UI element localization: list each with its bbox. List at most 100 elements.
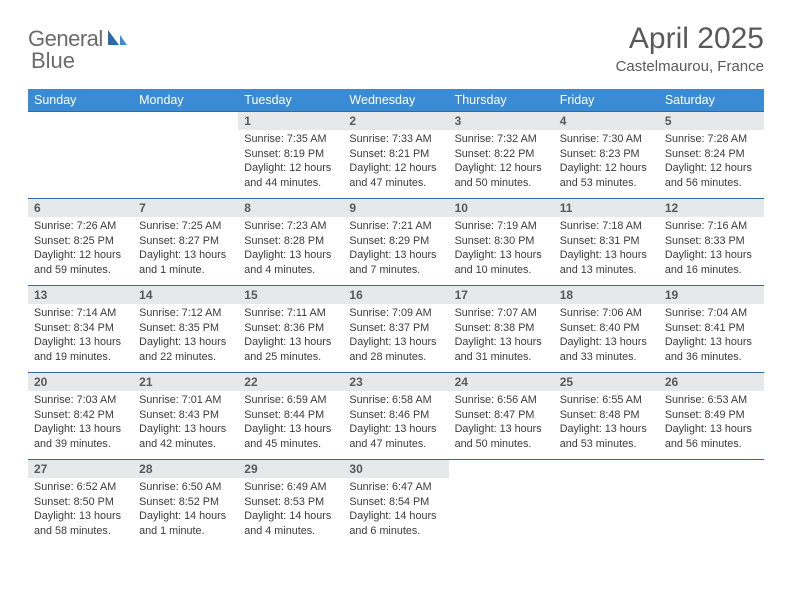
sunrise-line: Sunrise: 7:04 AM [665, 306, 758, 321]
sunrise-line: Sunrise: 7:18 AM [560, 219, 653, 234]
day-number: 4 [554, 112, 659, 130]
sunrise-line: Sunrise: 7:06 AM [560, 306, 653, 321]
day-details: Sunrise: 7:19 AMSunset: 8:30 PMDaylight:… [449, 217, 554, 281]
sunrise-line: Sunrise: 7:19 AM [455, 219, 548, 234]
calendar-week-row: 13Sunrise: 7:14 AMSunset: 8:34 PMDayligh… [28, 286, 764, 373]
location-label: Castelmaurou, France [616, 58, 764, 75]
calendar-page: General April 2025 Castelmaurou, France … [0, 0, 792, 557]
day-details: Sunrise: 6:58 AMSunset: 8:46 PMDaylight:… [343, 391, 448, 455]
day-details: Sunrise: 7:07 AMSunset: 8:38 PMDaylight:… [449, 304, 554, 368]
day-number: 18 [554, 286, 659, 304]
day-details: Sunrise: 7:32 AMSunset: 8:22 PMDaylight:… [449, 130, 554, 194]
daylight-line: Daylight: 13 hours and 28 minutes. [349, 335, 442, 364]
day-number: 17 [449, 286, 554, 304]
daylight-line: Daylight: 13 hours and 1 minute. [139, 248, 232, 277]
sunrise-line: Sunrise: 7:01 AM [139, 393, 232, 408]
day-details: Sunrise: 7:16 AMSunset: 8:33 PMDaylight:… [659, 217, 764, 281]
sunrise-line: Sunrise: 6:53 AM [665, 393, 758, 408]
calendar-table: SundayMondayTuesdayWednesdayThursdayFrid… [28, 89, 764, 547]
day-details: Sunrise: 6:52 AMSunset: 8:50 PMDaylight:… [28, 478, 133, 542]
sunrise-line: Sunrise: 6:49 AM [244, 480, 337, 495]
sunset-line: Sunset: 8:28 PM [244, 234, 337, 249]
day-number: 3 [449, 112, 554, 130]
sunset-line: Sunset: 8:31 PM [560, 234, 653, 249]
daylight-line: Daylight: 13 hours and 33 minutes. [560, 335, 653, 364]
sunrise-line: Sunrise: 7:07 AM [455, 306, 548, 321]
day-number: 5 [659, 112, 764, 130]
daylight-line: Daylight: 13 hours and 58 minutes. [34, 509, 127, 538]
day-number: 20 [28, 373, 133, 391]
daylight-line: Daylight: 13 hours and 45 minutes. [244, 422, 337, 451]
day-cell: 20Sunrise: 7:03 AMSunset: 8:42 PMDayligh… [28, 373, 133, 460]
weekday-header: Thursday [449, 89, 554, 112]
day-cell: 25Sunrise: 6:55 AMSunset: 8:48 PMDayligh… [554, 373, 659, 460]
sunrise-line: Sunrise: 7:12 AM [139, 306, 232, 321]
day-cell: 2Sunrise: 7:33 AMSunset: 8:21 PMDaylight… [343, 112, 448, 199]
day-details: Sunrise: 7:01 AMSunset: 8:43 PMDaylight:… [133, 391, 238, 455]
sunset-line: Sunset: 8:50 PM [34, 495, 127, 510]
day-cell: 22Sunrise: 6:59 AMSunset: 8:44 PMDayligh… [238, 373, 343, 460]
brand-word-2: Blue [31, 48, 75, 74]
day-cell: 11Sunrise: 7:18 AMSunset: 8:31 PMDayligh… [554, 199, 659, 286]
empty-cell [133, 112, 238, 199]
day-details: Sunrise: 6:59 AMSunset: 8:44 PMDaylight:… [238, 391, 343, 455]
day-details: Sunrise: 7:14 AMSunset: 8:34 PMDaylight:… [28, 304, 133, 368]
day-cell: 9Sunrise: 7:21 AMSunset: 8:29 PMDaylight… [343, 199, 448, 286]
daylight-line: Daylight: 13 hours and 13 minutes. [560, 248, 653, 277]
day-number: 19 [659, 286, 764, 304]
calendar-week-row: 27Sunrise: 6:52 AMSunset: 8:50 PMDayligh… [28, 460, 764, 547]
sunrise-line: Sunrise: 7:16 AM [665, 219, 758, 234]
day-details: Sunrise: 6:49 AMSunset: 8:53 PMDaylight:… [238, 478, 343, 542]
sunrise-line: Sunrise: 7:33 AM [349, 132, 442, 147]
day-cell: 1Sunrise: 7:35 AMSunset: 8:19 PMDaylight… [238, 112, 343, 199]
day-cell: 15Sunrise: 7:11 AMSunset: 8:36 PMDayligh… [238, 286, 343, 373]
page-header: General April 2025 Castelmaurou, France [28, 22, 764, 75]
day-details: Sunrise: 7:06 AMSunset: 8:40 PMDaylight:… [554, 304, 659, 368]
day-number: 29 [238, 460, 343, 478]
sunset-line: Sunset: 8:40 PM [560, 321, 653, 336]
day-details: Sunrise: 7:28 AMSunset: 8:24 PMDaylight:… [659, 130, 764, 194]
day-number: 10 [449, 199, 554, 217]
title-block: April 2025 Castelmaurou, France [616, 22, 764, 75]
sunset-line: Sunset: 8:27 PM [139, 234, 232, 249]
sunset-line: Sunset: 8:48 PM [560, 408, 653, 423]
day-cell: 30Sunrise: 6:47 AMSunset: 8:54 PMDayligh… [343, 460, 448, 547]
empty-cell [554, 460, 659, 547]
weekday-header: Friday [554, 89, 659, 112]
day-details: Sunrise: 7:18 AMSunset: 8:31 PMDaylight:… [554, 217, 659, 281]
sunrise-line: Sunrise: 7:30 AM [560, 132, 653, 147]
daylight-line: Daylight: 14 hours and 1 minute. [139, 509, 232, 538]
sunset-line: Sunset: 8:23 PM [560, 147, 653, 162]
daylight-line: Daylight: 13 hours and 31 minutes. [455, 335, 548, 364]
daylight-line: Daylight: 12 hours and 44 minutes. [244, 161, 337, 190]
sunset-line: Sunset: 8:22 PM [455, 147, 548, 162]
sunset-line: Sunset: 8:43 PM [139, 408, 232, 423]
sunrise-line: Sunrise: 7:25 AM [139, 219, 232, 234]
daylight-line: Daylight: 13 hours and 16 minutes. [665, 248, 758, 277]
sunrise-line: Sunrise: 6:50 AM [139, 480, 232, 495]
day-number: 28 [133, 460, 238, 478]
sunrise-line: Sunrise: 7:23 AM [244, 219, 337, 234]
sunset-line: Sunset: 8:29 PM [349, 234, 442, 249]
sunset-line: Sunset: 8:49 PM [665, 408, 758, 423]
sunset-line: Sunset: 8:53 PM [244, 495, 337, 510]
sunrise-line: Sunrise: 6:58 AM [349, 393, 442, 408]
day-cell: 14Sunrise: 7:12 AMSunset: 8:35 PMDayligh… [133, 286, 238, 373]
daylight-line: Daylight: 13 hours and 7 minutes. [349, 248, 442, 277]
day-cell: 28Sunrise: 6:50 AMSunset: 8:52 PMDayligh… [133, 460, 238, 547]
weekday-header: Saturday [659, 89, 764, 112]
weekday-header: Wednesday [343, 89, 448, 112]
month-title: April 2025 [616, 22, 764, 56]
sunset-line: Sunset: 8:30 PM [455, 234, 548, 249]
day-cell: 7Sunrise: 7:25 AMSunset: 8:27 PMDaylight… [133, 199, 238, 286]
day-cell: 29Sunrise: 6:49 AMSunset: 8:53 PMDayligh… [238, 460, 343, 547]
day-cell: 26Sunrise: 6:53 AMSunset: 8:49 PMDayligh… [659, 373, 764, 460]
daylight-line: Daylight: 13 hours and 25 minutes. [244, 335, 337, 364]
daylight-line: Daylight: 12 hours and 56 minutes. [665, 161, 758, 190]
daylight-line: Daylight: 14 hours and 6 minutes. [349, 509, 442, 538]
sunset-line: Sunset: 8:25 PM [34, 234, 127, 249]
sunrise-line: Sunrise: 6:55 AM [560, 393, 653, 408]
day-number: 9 [343, 199, 448, 217]
day-details: Sunrise: 7:25 AMSunset: 8:27 PMDaylight:… [133, 217, 238, 281]
day-details: Sunrise: 6:50 AMSunset: 8:52 PMDaylight:… [133, 478, 238, 542]
